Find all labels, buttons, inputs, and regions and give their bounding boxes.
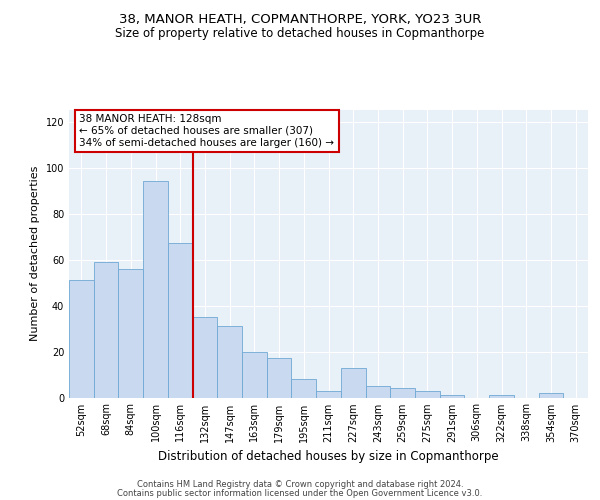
Bar bbox=[316, 390, 341, 398]
Text: Contains public sector information licensed under the Open Government Licence v3: Contains public sector information licen… bbox=[118, 489, 482, 498]
Text: Size of property relative to detached houses in Copmanthorpe: Size of property relative to detached ho… bbox=[115, 28, 485, 40]
Bar bbox=[440, 395, 464, 398]
Bar bbox=[118, 268, 143, 398]
Bar bbox=[69, 280, 94, 398]
Bar bbox=[267, 358, 292, 398]
Bar bbox=[168, 244, 193, 398]
Bar bbox=[365, 386, 390, 398]
Bar bbox=[489, 395, 514, 398]
Bar bbox=[390, 388, 415, 398]
Bar bbox=[341, 368, 365, 398]
Text: 38, MANOR HEATH, COPMANTHORPE, YORK, YO23 3UR: 38, MANOR HEATH, COPMANTHORPE, YORK, YO2… bbox=[119, 12, 481, 26]
Y-axis label: Number of detached properties: Number of detached properties bbox=[30, 166, 40, 342]
Bar bbox=[539, 393, 563, 398]
X-axis label: Distribution of detached houses by size in Copmanthorpe: Distribution of detached houses by size … bbox=[158, 450, 499, 463]
Bar bbox=[217, 326, 242, 398]
Bar bbox=[242, 352, 267, 398]
Bar bbox=[143, 182, 168, 398]
Bar bbox=[292, 379, 316, 398]
Bar bbox=[193, 317, 217, 398]
Text: Contains HM Land Registry data © Crown copyright and database right 2024.: Contains HM Land Registry data © Crown c… bbox=[137, 480, 463, 489]
Text: 38 MANOR HEATH: 128sqm
← 65% of detached houses are smaller (307)
34% of semi-de: 38 MANOR HEATH: 128sqm ← 65% of detached… bbox=[79, 114, 334, 148]
Bar bbox=[415, 390, 440, 398]
Bar bbox=[94, 262, 118, 398]
